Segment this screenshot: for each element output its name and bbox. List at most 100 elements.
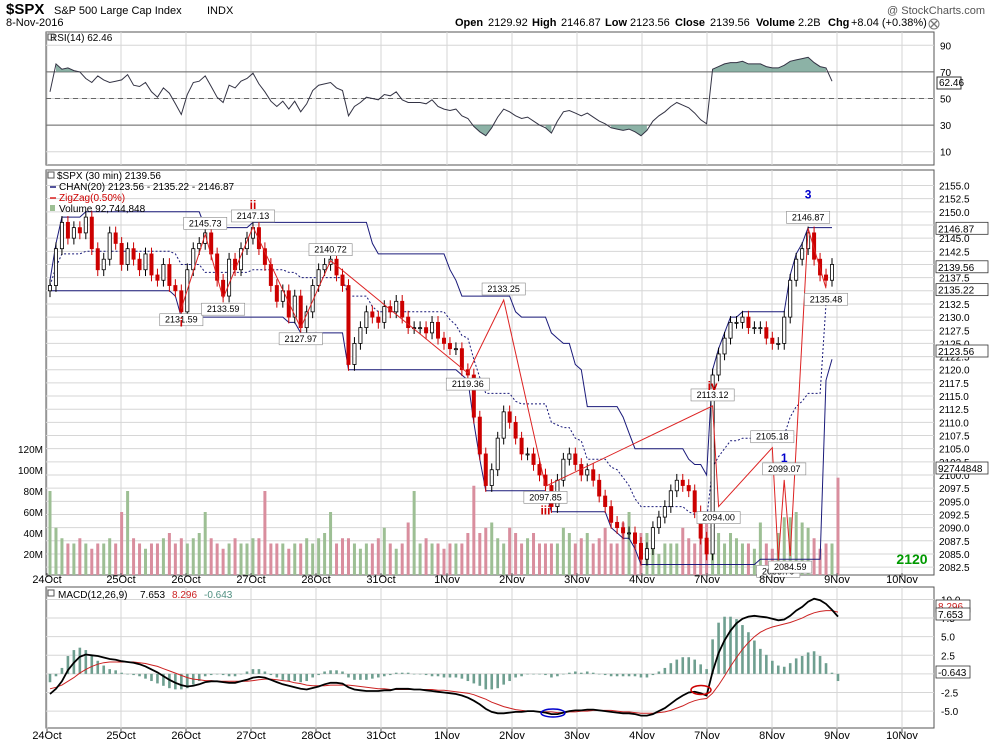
pivot-label-box	[159, 313, 204, 327]
bottom-note: 2120	[896, 551, 927, 567]
volume-bar	[245, 543, 249, 575]
pivot-label-box	[523, 491, 568, 504]
candle-body	[597, 479, 602, 497]
candle-body	[537, 464, 542, 476]
macd-hist-bar	[209, 673, 213, 676]
macd-tick-label: -2.5	[941, 689, 959, 700]
x-axis-label: 10Nov	[886, 574, 918, 586]
volume-bar	[376, 538, 380, 575]
volume-bar	[48, 491, 52, 575]
macd-hist-bar	[788, 663, 792, 674]
macd-hist-bar	[323, 671, 326, 674]
volume-bar	[466, 533, 470, 575]
x-axis-label: 26Oct	[171, 730, 200, 742]
macd-hist-bar	[502, 673, 505, 685]
candle-body	[824, 274, 829, 281]
macd-hist-bar	[353, 673, 356, 680]
bullish-cross-marker-1	[540, 708, 566, 718]
volume-bar	[687, 538, 691, 575]
x-axis-label: 28Oct	[301, 574, 330, 586]
pivot-label-text: 2135.48	[810, 294, 843, 304]
volume-bar	[382, 527, 386, 575]
volume-value: 2.2B	[798, 17, 821, 29]
macd-hist-bar	[257, 669, 261, 674]
x-axis-label: 27Oct	[236, 730, 265, 742]
pivot-label-text: 2140.72	[314, 245, 347, 255]
candle-body	[531, 453, 536, 465]
macd-hist-bar	[48, 673, 52, 683]
volume-bar	[400, 543, 404, 575]
macd-hist-bar	[633, 673, 637, 677]
volume-bar	[221, 548, 225, 575]
candle-body	[710, 374, 715, 555]
pivot-label-text: 2097.85	[529, 492, 562, 502]
candle-body	[197, 243, 202, 250]
volume-bar	[346, 538, 350, 575]
pivot-label-text: 2113.12	[697, 390, 729, 400]
candle-body	[633, 532, 638, 544]
zigzag-pivot-label: 2140.72	[308, 243, 353, 256]
candle-body	[591, 469, 596, 481]
price-tick-label: 2082.5	[939, 563, 970, 574]
candle-body	[394, 300, 399, 313]
price-tick-label: 2152.5	[939, 195, 970, 206]
volume-bar	[251, 538, 255, 575]
macd-hist-bar	[66, 656, 70, 674]
volume-bar	[543, 543, 547, 575]
macd-hist-bar	[180, 673, 183, 690]
price-tick-label: 2145.0	[939, 234, 970, 245]
candle-body	[644, 548, 649, 560]
rsi-tick-label: 30	[940, 121, 952, 132]
macd-hist-bar	[341, 671, 344, 674]
volume-bar	[269, 543, 273, 575]
candle-body	[585, 469, 590, 476]
pivot-label-box	[690, 388, 735, 402]
volume-label: Volume	[756, 17, 795, 29]
bullish-cross-marker-2	[690, 684, 712, 696]
candle-body	[453, 348, 458, 351]
x-axis-label: 9Nov	[824, 574, 850, 586]
macd-hist-bar	[514, 673, 517, 678]
macd-hist-bar	[693, 659, 697, 674]
volume-bar	[293, 543, 297, 575]
volume-bar	[394, 548, 398, 575]
macd-hist-bar	[765, 654, 768, 674]
macd-hist-bar	[287, 673, 291, 682]
volume-bar	[102, 543, 106, 575]
macd-hist-bar	[263, 671, 267, 674]
zigzag-pivot-label: 2127.97	[278, 332, 323, 346]
volume-bar	[752, 548, 756, 575]
candle-body	[137, 258, 142, 271]
macd-hist-bar	[556, 673, 559, 677]
pivot-label-box	[201, 302, 246, 316]
volume-bar	[549, 543, 553, 575]
candle-body	[101, 258, 106, 271]
close-icon[interactable]	[928, 18, 940, 30]
macd-hist-bar	[162, 673, 165, 686]
x-axis-bottom: 24Oct 25Oct 26Oct 27Oct 28Oct 31Oct 1Nov 2Nov 3N…	[32, 729, 918, 742]
macd-hist-bar	[436, 673, 440, 677]
price-tick-label: 2142.5	[939, 247, 970, 258]
zigzag-pivot-label: 2147.13	[231, 209, 275, 223]
volume-bar	[454, 543, 458, 575]
price-tick-label: 2110.0	[939, 418, 969, 429]
right-tag-box	[935, 344, 989, 358]
candle-body	[107, 232, 112, 260]
candle-body	[364, 311, 369, 329]
header-name: S&P 500 Large Cap Index	[54, 5, 182, 17]
x-axis-label: 7Nov	[694, 574, 720, 586]
volume-bar	[609, 543, 613, 575]
x-axis-label: 31Oct	[366, 574, 395, 586]
zigzag-pivot-label: 2133.25	[481, 282, 526, 296]
x-axis-label: 2Nov	[499, 574, 525, 586]
candle-body	[292, 295, 297, 318]
right-tag-text: 2146.87	[938, 224, 975, 235]
macd-tag-text: 8.296	[938, 602, 963, 613]
candle-body	[298, 295, 303, 329]
macd-hist-bar	[729, 616, 732, 674]
volume-bar	[567, 533, 571, 575]
macd-tag-text: -0.643	[938, 668, 967, 679]
macd-legend-value: 7.653	[140, 590, 165, 601]
volume-bar	[191, 538, 195, 575]
macd-tag-text: 7.653	[938, 610, 963, 621]
